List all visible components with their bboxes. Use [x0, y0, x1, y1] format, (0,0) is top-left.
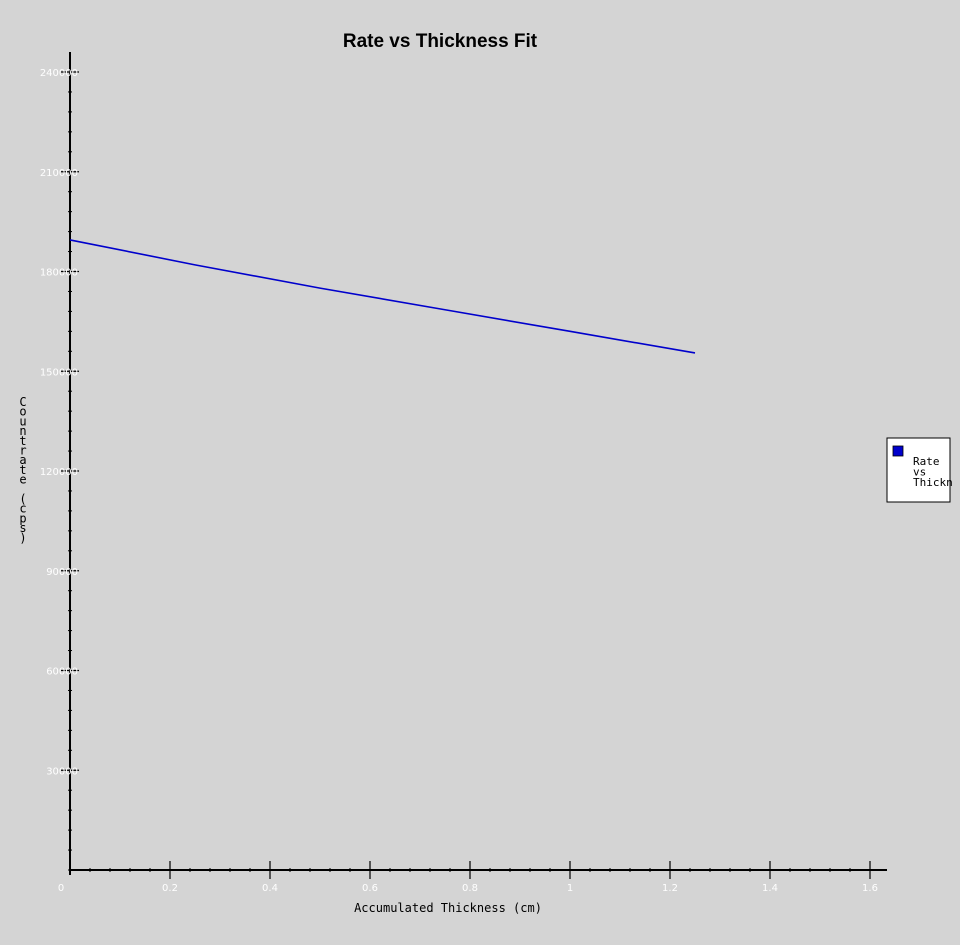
y-axis-label-char: n — [19, 424, 26, 438]
chart-title: Rate vs Thickness Fit — [343, 31, 538, 52]
y-tick-label: 180000 — [40, 268, 78, 279]
legend-label-line: Rate — [913, 455, 940, 468]
y-axis-label-char: t — [19, 463, 26, 477]
x-tick-label: 0.6 — [362, 883, 378, 894]
legend-swatch — [892, 445, 904, 457]
y-axis-label-char: s — [19, 521, 26, 535]
y-tick-label: 30000 — [46, 766, 78, 777]
y-axis-label-char: c — [19, 502, 26, 516]
x-tick-label: 0.4 — [262, 883, 278, 894]
y-axis-label-char: C — [19, 395, 26, 409]
y-tick-label: 210000 — [40, 168, 78, 179]
series-layer — [69, 239, 696, 354]
x-tick-label: 0.8 — [462, 883, 478, 894]
y-axis-label-char: u — [19, 414, 26, 428]
y-axis-label-char: t — [19, 434, 26, 448]
y-tick-label: 60000 — [46, 667, 78, 678]
y-axis-label-char: p — [19, 511, 26, 525]
y-axis-label-char: ( — [19, 492, 26, 506]
x-axis-ticks: 0 0.2 0.4 0.6 0.8 1 1.2 1.4 1.6 — [58, 861, 878, 894]
x-tick-label: 0.2 — [162, 883, 178, 894]
x-tick-label: 1.6 — [862, 883, 878, 894]
x-tick-label: 0 — [58, 883, 64, 894]
y-axis-label-char: r — [19, 444, 26, 458]
y-tick-label: 240000 — [40, 68, 78, 79]
y-tick-label: 90000 — [46, 567, 78, 578]
y-axis-label-char: a — [19, 453, 26, 467]
y-tick-label: 120000 — [40, 467, 78, 478]
series-line — [69, 239, 696, 354]
legend-label-line: Thickn — [913, 476, 953, 489]
y-axis-ticks: 30000 60000 90000 120000 150000 180000 210000 2… — [40, 68, 79, 777]
x-tick-label: 1.4 — [762, 883, 778, 894]
x-tick-label: 1 — [567, 883, 573, 894]
y-axis-label-char: ) — [19, 531, 26, 545]
y-axis-label-char: o — [19, 405, 26, 419]
legend-label-line: vs — [913, 466, 926, 479]
y-tick-label: 150000 — [40, 367, 78, 378]
x-axis-label: Accumulated Thickness (cm) — [354, 901, 542, 915]
x-tick-label: 1.2 — [662, 883, 678, 894]
axes — [68, 52, 887, 875]
y-axis-label-char: e — [19, 473, 26, 487]
